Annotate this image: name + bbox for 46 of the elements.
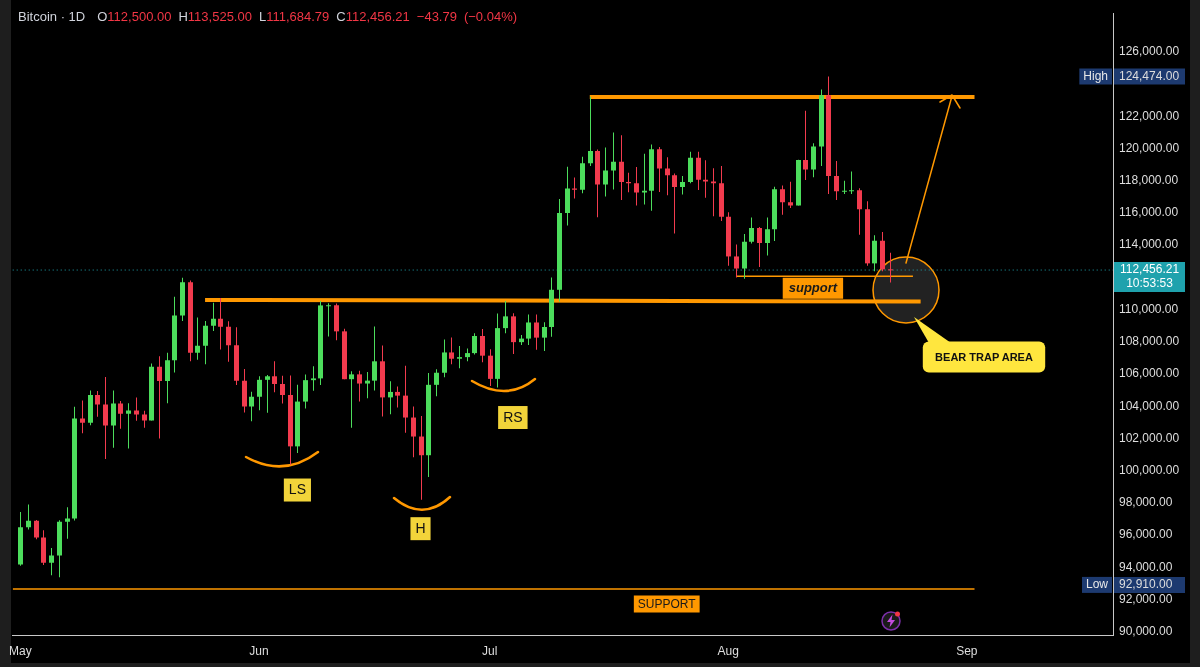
candlestick <box>457 346 462 369</box>
candlestick <box>703 160 708 198</box>
y-tick-label: 104,000.00 <box>1119 398 1180 413</box>
annotation: H <box>415 520 426 537</box>
annotation: High <box>1083 68 1108 83</box>
y-tick-label: 106,000.00 <box>1119 366 1180 381</box>
y-tick-label: 122,000.00 <box>1119 108 1180 123</box>
y-tick-label: 92,000.00 <box>1119 591 1173 606</box>
x-tick-label: Aug <box>717 643 739 658</box>
candlestick <box>842 180 847 194</box>
y-tick-label: 114,000.00 <box>1119 237 1179 252</box>
text: 10:53:53 <box>1126 276 1174 291</box>
y-tick-label: 102,000.00 <box>1119 430 1180 445</box>
y-tick-label: 94,000.00 <box>1119 559 1173 574</box>
candlestick <box>126 403 131 449</box>
y-tick-label: 96,000.00 <box>1119 527 1173 542</box>
y-tick-label: 124,474.00 <box>1119 68 1180 83</box>
candlestick <box>349 371 354 428</box>
candlestick <box>65 507 70 539</box>
x-tick-label: Jul <box>482 643 498 658</box>
annotation: RS <box>503 408 523 425</box>
chart-title: Bitcoin · 1D <box>18 9 86 24</box>
y-tick-label: 108,000.00 <box>1119 334 1180 349</box>
annotation: support <box>788 280 838 296</box>
y-tick-label: 90,000.00 <box>1119 624 1173 639</box>
candlestick <box>311 366 316 391</box>
ref-line-label: 112,456.21 <box>1119 262 1180 277</box>
candlestick <box>849 171 854 195</box>
annotation: LS <box>288 481 306 498</box>
y-tick-label: 92,910.00 <box>1119 577 1173 592</box>
annotation: SUPPORT <box>637 596 697 611</box>
y-tick-label: 110,000.00 <box>1119 301 1179 316</box>
x-tick-label: Sep <box>956 643 978 658</box>
y-tick-label: 120,000.00 <box>1119 140 1180 155</box>
y-tick-label: 98,000.00 <box>1119 495 1173 510</box>
x-tick-label: May <box>9 643 32 658</box>
y-tick-label: 126,000.00 <box>1119 44 1180 59</box>
y-tick-label: 116,000.00 <box>1119 205 1179 220</box>
y-tick-label: 100,000.00 <box>1119 463 1180 477</box>
text: O112,500.00 H113,525.00 L111,684.79 C112,456.21 −43.79 (−0.04%) <box>97 9 518 24</box>
y-tick-label: 118,000.00 <box>1119 173 1179 188</box>
candlestick <box>888 252 893 283</box>
annotation: Low <box>1085 577 1109 592</box>
annotation: BEAR TRAP AREA <box>935 350 1033 363</box>
x-tick-label: Jun <box>249 643 269 658</box>
candlestick <box>326 303 331 337</box>
